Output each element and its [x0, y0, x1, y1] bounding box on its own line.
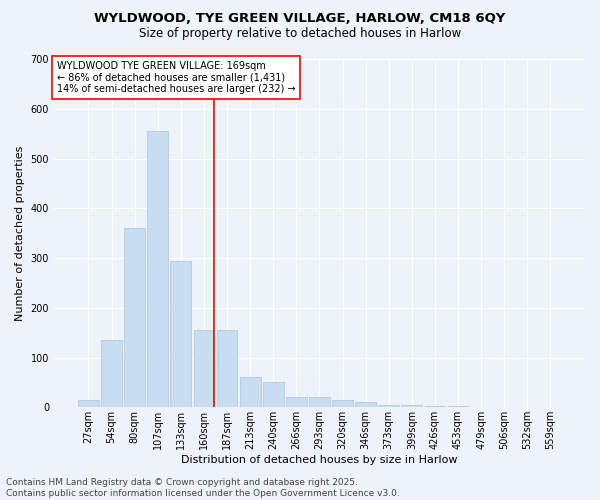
Text: Size of property relative to detached houses in Harlow: Size of property relative to detached ho… [139, 28, 461, 40]
Y-axis label: Number of detached properties: Number of detached properties [15, 146, 25, 321]
Bar [309, 398, 330, 407]
Bar [148, 131, 168, 407]
Text: WYLDWOOD, TYE GREEN VILLAGE, HARLOW, CM18 6QY: WYLDWOOD, TYE GREEN VILLAGE, HARLOW, CM1… [94, 12, 506, 26]
Bar [448, 406, 469, 408]
Bar [240, 378, 260, 408]
Bar [332, 400, 353, 407]
Bar [217, 330, 238, 407]
Bar [194, 330, 214, 407]
Bar [286, 398, 307, 407]
Bar [124, 228, 145, 408]
Text: Contains HM Land Registry data © Crown copyright and database right 2025.
Contai: Contains HM Land Registry data © Crown c… [6, 478, 400, 498]
Bar [401, 405, 422, 407]
X-axis label: Distribution of detached houses by size in Harlow: Distribution of detached houses by size … [181, 455, 458, 465]
Text: WYLDWOOD TYE GREEN VILLAGE: 169sqm
← 86% of detached houses are smaller (1,431)
: WYLDWOOD TYE GREEN VILLAGE: 169sqm ← 86%… [56, 60, 295, 94]
Bar [170, 260, 191, 408]
Bar [355, 402, 376, 407]
Bar [101, 340, 122, 407]
Bar [379, 405, 399, 407]
Bar [78, 400, 99, 407]
Bar [263, 382, 284, 407]
Bar [425, 406, 445, 408]
